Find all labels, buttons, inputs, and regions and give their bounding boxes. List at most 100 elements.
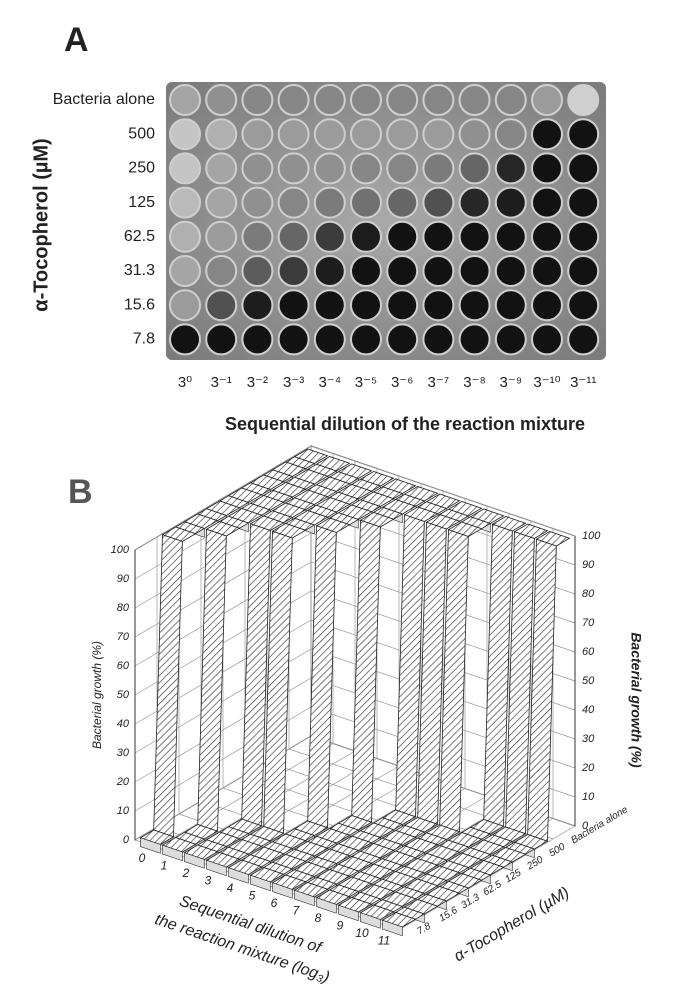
panel-label: B: [68, 473, 93, 511]
well: [494, 323, 527, 356]
well: [458, 84, 491, 116]
well: [313, 118, 346, 151]
well: [350, 289, 382, 322]
well: [422, 118, 455, 151]
ribbon-edge: [316, 897, 337, 914]
well: [241, 118, 274, 151]
y-tick-label: 7.8: [415, 921, 433, 938]
plate: [166, 82, 606, 360]
well: [241, 289, 274, 322]
well: [277, 255, 310, 287]
well: [458, 152, 491, 185]
well: [494, 255, 527, 287]
well: [531, 289, 563, 322]
well: [313, 84, 346, 116]
well: [350, 84, 382, 116]
x-tick-label: 7: [293, 903, 301, 917]
well: [277, 118, 310, 151]
z-tick-label: 100: [111, 544, 130, 556]
x-tick-label: 0: [139, 851, 146, 865]
row-label: 500: [128, 125, 155, 142]
well: [567, 152, 600, 185]
z-tick-label: 50: [582, 675, 595, 687]
well: [386, 84, 419, 116]
well: [241, 186, 274, 219]
z-tick-label: 30: [117, 747, 130, 759]
well: [313, 152, 346, 185]
well: [567, 220, 600, 253]
well: [422, 255, 455, 287]
z-tick-label: 90: [117, 573, 130, 585]
y-tick-label: 250: [524, 854, 545, 873]
well: [494, 84, 527, 116]
well: [567, 289, 600, 322]
well: [313, 220, 346, 253]
well: [422, 84, 455, 116]
ribbon-edge: [250, 874, 271, 892]
well: [169, 186, 201, 219]
well: [205, 152, 238, 185]
well: [169, 152, 201, 185]
well: [205, 84, 238, 116]
x-tick-label: 3⁻²: [247, 374, 268, 391]
ribbon-edge: [184, 852, 205, 869]
row-label: 7.8: [133, 331, 155, 348]
ribbon-edge: [272, 882, 293, 899]
well: [422, 152, 455, 185]
well: [241, 323, 274, 356]
ribbon-edge: [140, 837, 161, 854]
x-tick-label: 3⁻⁶: [391, 374, 413, 391]
ribbon-edge: [338, 904, 359, 922]
well: [169, 255, 201, 287]
well: [531, 255, 563, 287]
well: [205, 186, 238, 219]
well: [277, 289, 310, 322]
well: [169, 289, 201, 322]
well: [313, 289, 346, 322]
row-label: 250: [128, 160, 155, 177]
well: [458, 323, 491, 356]
z-tick-label: 90: [582, 559, 595, 571]
row-label: 15.6: [124, 296, 155, 313]
z-tick-label: 10: [582, 791, 595, 803]
z-tick-label: 40: [117, 718, 130, 730]
well: [350, 152, 382, 185]
y-axis-label: α-Tocopherol (µM): [30, 138, 52, 311]
well: [350, 255, 382, 287]
well: [277, 323, 310, 356]
well: [494, 289, 527, 322]
well: [531, 152, 563, 185]
z-tick-label: 60: [582, 646, 595, 658]
z-tick-label: 60: [117, 660, 130, 672]
floor-line: [200, 758, 378, 863]
ribbon-edge: [228, 867, 249, 884]
x-tick-label: 3: [205, 873, 212, 887]
x-axis-label: Sequential dilution of the reaction mixt…: [225, 414, 585, 434]
row-label: Bacteria alone: [53, 91, 155, 108]
well: [422, 220, 455, 253]
z-tick-label: 50: [117, 689, 130, 701]
well: [350, 118, 382, 151]
well: [169, 323, 201, 356]
z-tick-label: 0: [582, 820, 589, 832]
well: [205, 220, 238, 253]
well: [386, 152, 419, 185]
well: [567, 255, 600, 287]
x-tick-label: 3⁻⁴: [318, 374, 341, 391]
well: [313, 255, 346, 287]
x-tick-label: 3⁻¹⁰: [533, 374, 560, 391]
well: [422, 186, 455, 219]
well: [567, 118, 600, 151]
well: [567, 84, 600, 116]
ribbon-edge: [206, 859, 227, 877]
z-tick-label: 80: [117, 602, 130, 614]
well: [205, 323, 238, 356]
well: [277, 220, 310, 253]
well: [386, 186, 419, 219]
row-label: 31.3: [124, 262, 155, 279]
well: [567, 186, 600, 219]
well: [494, 118, 527, 151]
panel-label: A: [64, 21, 89, 59]
well: [386, 255, 419, 287]
x-tick-label: 10: [355, 926, 369, 940]
